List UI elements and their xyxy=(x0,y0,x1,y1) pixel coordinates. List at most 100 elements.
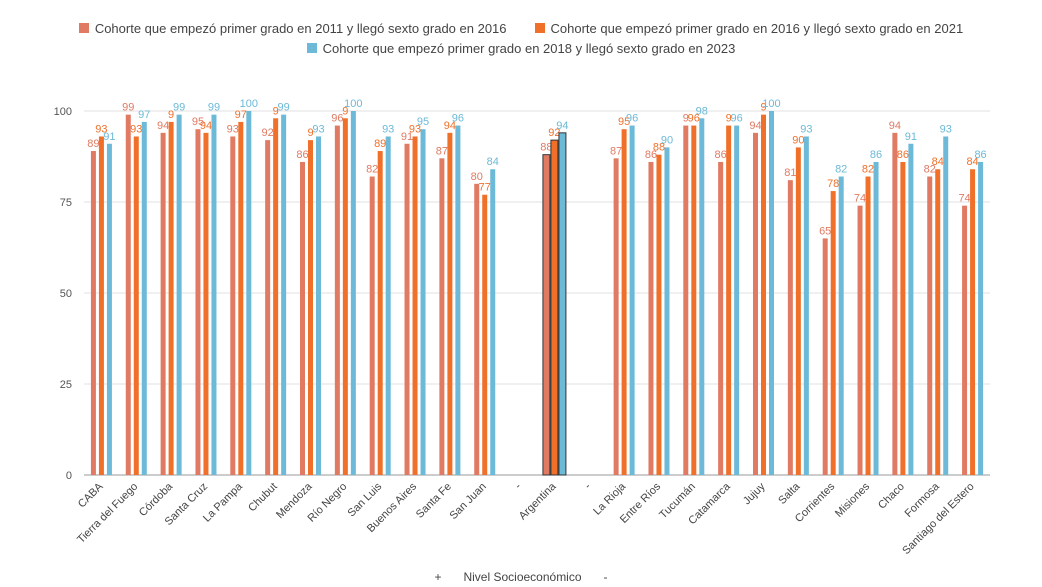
x-tick-label-12: - xyxy=(513,480,524,491)
bar-2-15 xyxy=(629,125,635,475)
x-tick-label-13: Argentina xyxy=(517,480,559,522)
bar-2-18 xyxy=(734,125,740,475)
bar-0-7 xyxy=(334,125,340,475)
data-label-1-1: 93 xyxy=(130,123,142,135)
x-tick-label-0: CABA xyxy=(76,480,106,510)
data-label-0-16: 86 xyxy=(645,149,657,161)
data-label-2-23: 91 xyxy=(905,131,917,143)
data-label-1-7: 9 xyxy=(342,105,348,117)
legend-swatch-2016 xyxy=(534,23,545,33)
legend-item-2016[interactable]: Cohorte que empezó primer grado en 2016 … xyxy=(534,20,964,36)
x-tick-label-22: Misiones xyxy=(833,480,873,520)
data-label-0-11: 80 xyxy=(471,171,483,183)
bar-1-15 xyxy=(621,129,627,475)
data-label-0-3: 95 xyxy=(192,116,204,128)
data-label-0-21: 65 xyxy=(819,225,831,237)
bar-1-18 xyxy=(726,125,732,475)
bar-1-17 xyxy=(691,125,697,475)
data-label-1-21: 78 xyxy=(827,178,839,190)
data-label-0-8: 82 xyxy=(366,164,378,176)
data-label-2-0: 91 xyxy=(103,131,115,143)
y-tick-label-50: 50 xyxy=(60,288,72,300)
data-label-2-16: 90 xyxy=(661,134,673,146)
data-label-1-19: 9 xyxy=(760,102,766,114)
bar-1-24 xyxy=(935,169,941,476)
data-label-2-9: 95 xyxy=(417,116,429,128)
data-label-2-13: 94 xyxy=(556,120,568,132)
bar-0-13 xyxy=(542,154,551,476)
legend-item-2011[interactable]: Cohorte que empezó primer grado en 2011 … xyxy=(78,21,507,36)
bar-1-5 xyxy=(273,118,279,475)
legend-swatch-2011 xyxy=(78,23,89,33)
data-label-0-17: 9 xyxy=(683,113,689,125)
bar-0-19 xyxy=(753,132,758,475)
data-label-2-10: 96 xyxy=(452,113,464,125)
data-label-0-10: 87 xyxy=(436,145,448,157)
bar-1-6 xyxy=(308,140,313,475)
data-label-1-10: 94 xyxy=(444,120,456,132)
bar-2-0 xyxy=(106,143,112,475)
bar-2-23 xyxy=(908,143,914,475)
x-tick-label-1: Tierra del Fuego xyxy=(75,481,140,546)
x-tick-label-5: Chubut xyxy=(246,481,280,515)
bar-1-16 xyxy=(656,154,662,475)
plus-button[interactable]: + xyxy=(434,570,442,584)
bar-2-3 xyxy=(211,114,217,475)
bar-2-6 xyxy=(316,136,321,476)
data-label-0-15: 87 xyxy=(610,145,622,157)
bar-2-16 xyxy=(664,147,670,475)
data-label-2-3: 99 xyxy=(208,102,220,114)
bar-0-0 xyxy=(90,151,96,476)
data-label-1-3: 94 xyxy=(200,120,212,132)
bar-1-10 xyxy=(447,132,453,475)
minus-button[interactable]: - xyxy=(603,570,608,584)
bar-2-19 xyxy=(769,111,774,475)
bar-2-4 xyxy=(246,111,252,475)
data-label-1-20: 90 xyxy=(792,134,804,146)
data-label-2-18: 96 xyxy=(731,113,743,125)
bar-1-25 xyxy=(970,169,976,476)
bar-0-20 xyxy=(787,180,793,475)
data-label-1-18: 9 xyxy=(726,113,732,125)
data-label-2-19: 100 xyxy=(762,98,780,110)
chart-legend: Cohorte que empezó primer grado en 2011 … xyxy=(0,18,1042,58)
data-label-0-9: 91 xyxy=(401,131,413,143)
data-label-1-25: 84 xyxy=(966,156,978,168)
data-label-1-15: 95 xyxy=(618,116,630,128)
data-label-1-2: 9 xyxy=(168,109,174,121)
data-label-0-7: 96 xyxy=(331,113,343,125)
bar-1-0 xyxy=(98,136,104,476)
data-label-2-24: 93 xyxy=(940,123,952,135)
data-label-1-16: 88 xyxy=(653,142,665,154)
data-label-1-4: 97 xyxy=(235,109,247,121)
bar-0-16 xyxy=(648,161,654,475)
bar-2-25 xyxy=(978,161,984,475)
data-label-2-1: 97 xyxy=(138,109,150,121)
x-tick-label-11: San Juan xyxy=(447,481,488,522)
bar-2-2 xyxy=(176,114,182,475)
data-label-0-23: 94 xyxy=(889,120,901,132)
data-label-1-9: 93 xyxy=(409,123,421,135)
data-label-1-6: 9 xyxy=(307,127,313,139)
bar-0-3 xyxy=(195,129,201,475)
bar-2-22 xyxy=(873,161,879,475)
bar-2-10 xyxy=(455,125,461,475)
bar-1-8 xyxy=(377,151,383,476)
bar-0-1 xyxy=(125,114,131,475)
data-label-0-4: 93 xyxy=(227,123,239,135)
footer-label: Nivel Socioeconómico xyxy=(463,570,582,584)
data-label-2-8: 93 xyxy=(382,123,394,135)
data-label-0-19: 94 xyxy=(749,120,761,132)
bar-0-21 xyxy=(822,238,828,475)
bar-0-9 xyxy=(404,143,410,475)
y-tick-label-0: 0 xyxy=(66,470,72,482)
data-label-0-2: 94 xyxy=(157,120,169,132)
y-tick-label-75: 75 xyxy=(60,197,72,209)
bar-0-22 xyxy=(857,205,863,475)
data-label-1-24: 84 xyxy=(932,156,944,168)
legend-label-2016: Cohorte que empezó primer grado en 2016 … xyxy=(550,20,964,36)
legend-item-2018[interactable]: Cohorte que empezó primer grado en 2018 … xyxy=(306,41,735,56)
y-tick-label-25: 25 xyxy=(60,379,72,391)
data-label-2-15: 96 xyxy=(626,113,638,125)
data-label-2-11: 84 xyxy=(487,156,499,168)
